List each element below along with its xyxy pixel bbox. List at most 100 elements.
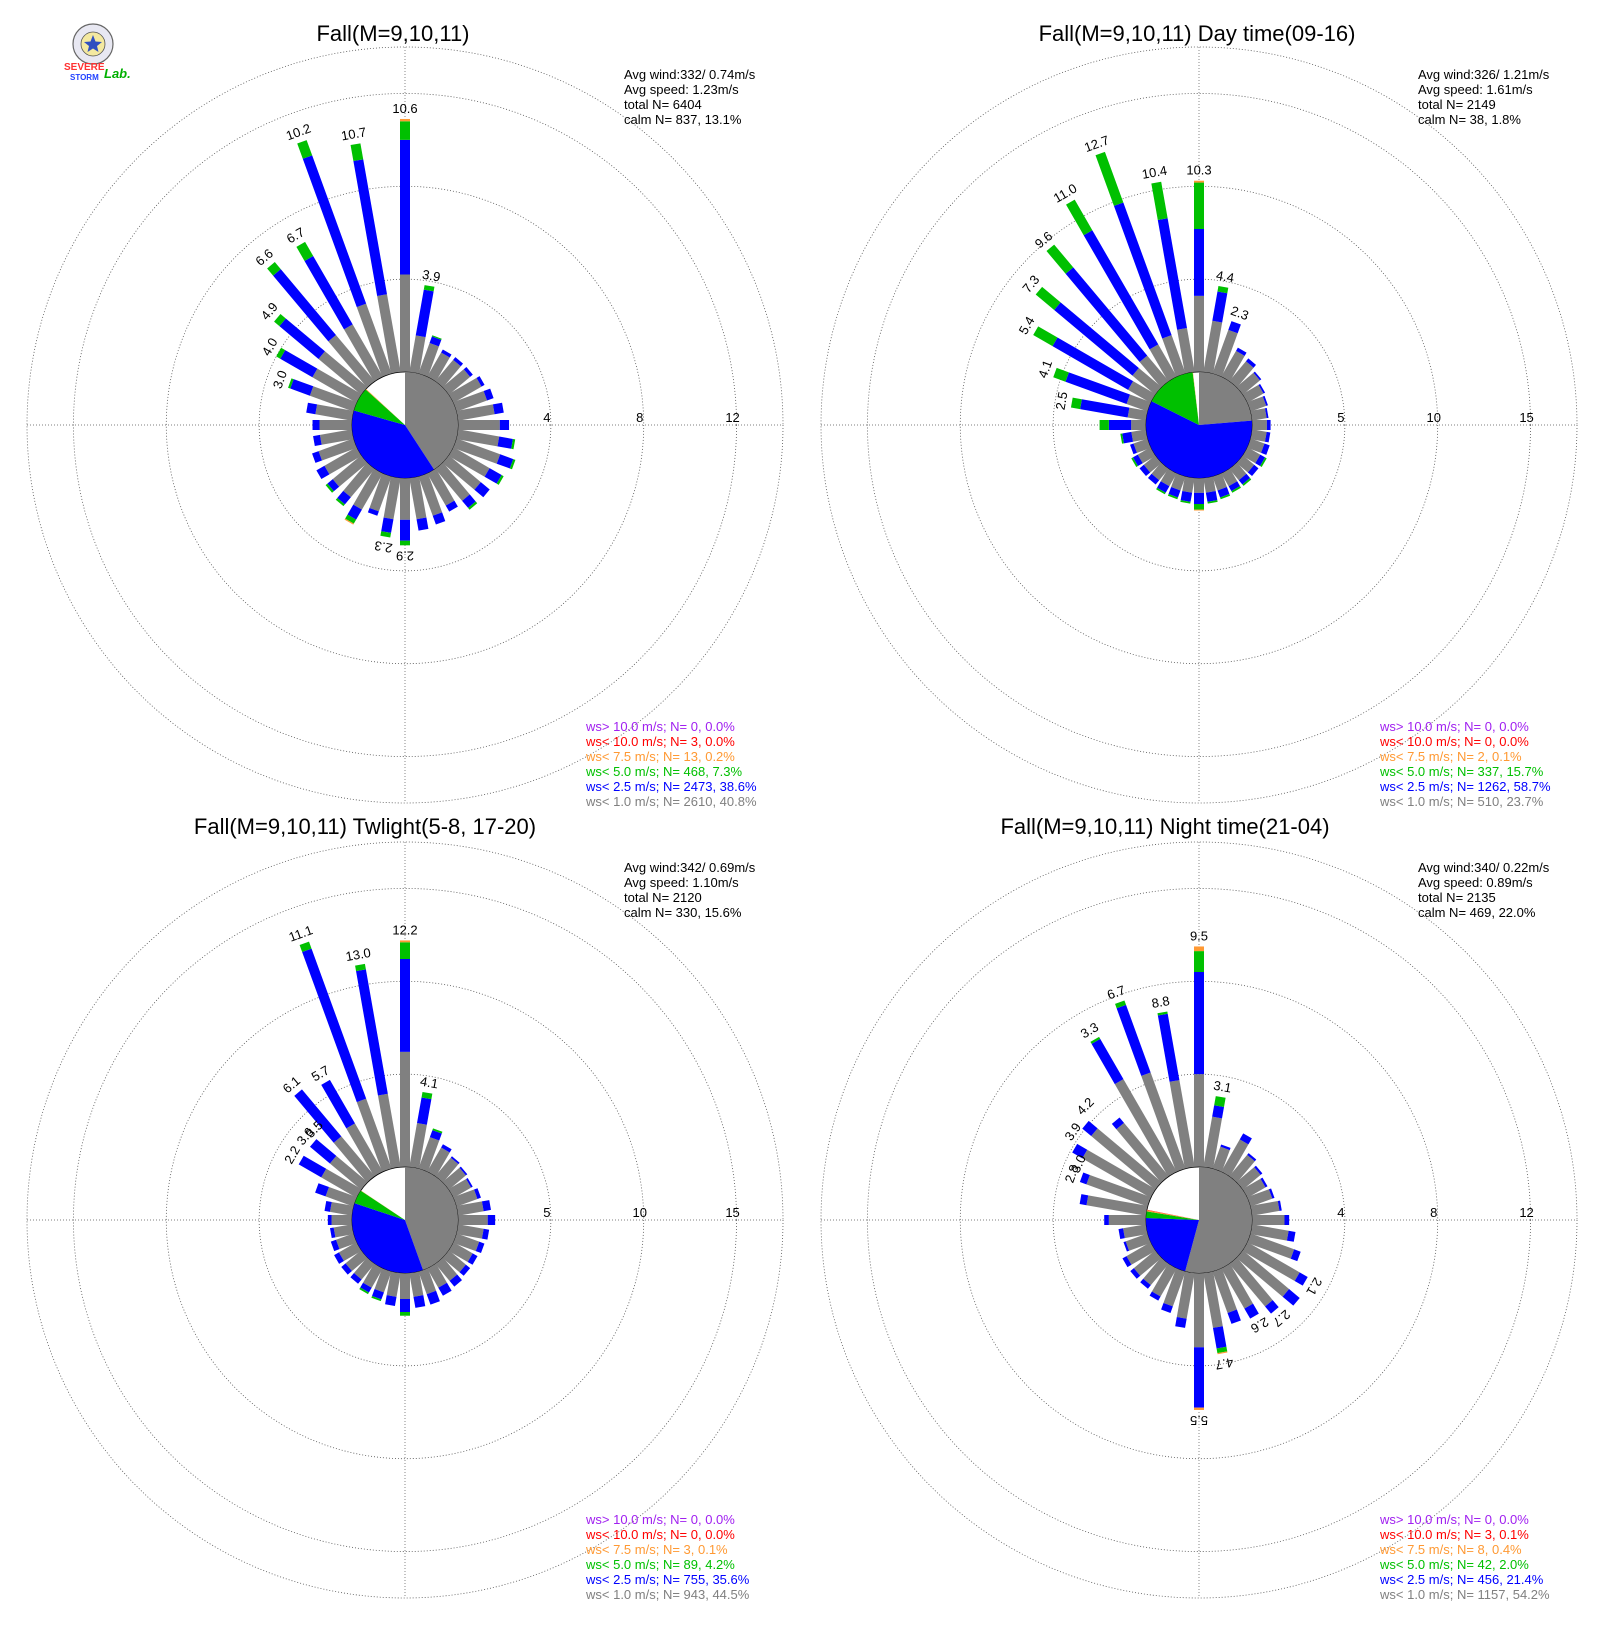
- panel-1-avg-speed: Avg speed: 1.23m/s: [624, 82, 739, 97]
- bar-segment: [409, 1271, 424, 1297]
- bar-dir-310: [1035, 286, 1162, 395]
- bar-segment: [441, 1144, 452, 1153]
- bar-segment: [299, 941, 312, 953]
- panel-3-title: Fall(M=9,10,11) Twlight(5-8, 17-20): [194, 814, 536, 839]
- bar-segment: [1116, 1004, 1151, 1076]
- bar-dir-170: [409, 476, 429, 531]
- bar-segment: [456, 1201, 484, 1216]
- bar-segment: [1131, 429, 1148, 442]
- bar-segment: [1277, 1200, 1282, 1211]
- bar-segment: [381, 517, 394, 533]
- bar-segment: [475, 1241, 485, 1253]
- bar-segment: [1203, 476, 1216, 493]
- bar-segment: [347, 504, 362, 520]
- panel-2-legend-lt1: ws< 1.0 m/s; N= 510, 23.7%: [1379, 794, 1544, 809]
- bar-dir-170: [1203, 1271, 1228, 1355]
- bar-segment: [1214, 1096, 1226, 1107]
- bar-segment: [435, 462, 470, 501]
- bar-dir-220: [1147, 462, 1169, 485]
- bar-segment: [1203, 1116, 1222, 1169]
- bar-segment: [409, 476, 427, 520]
- bar-dir-0: [1194, 946, 1204, 1167]
- bar-segment: [1175, 1317, 1187, 1328]
- bar-dir-310: [309, 1139, 368, 1190]
- bar-segment: [467, 1253, 478, 1265]
- bar-dir-280: [1070, 397, 1148, 421]
- bar-segment: [1242, 1178, 1266, 1198]
- bar-dir-320: [294, 1089, 375, 1183]
- bar-dir-190: [385, 1271, 401, 1306]
- bar-dir-80: [1250, 407, 1269, 421]
- bar-segment: [306, 402, 318, 415]
- bar-dir-50: [442, 1166, 468, 1190]
- bar-segment: [1266, 420, 1271, 430]
- bar-dir-230: [1130, 1250, 1162, 1279]
- bar-value-label: 10.7: [340, 124, 368, 143]
- bar-segment: [371, 1296, 382, 1302]
- bar-dir-0: [400, 118, 410, 372]
- bar-value-label: 4.4: [1215, 268, 1235, 286]
- bar-value-label: 4.7: [1214, 1355, 1234, 1373]
- bar-segment: [1141, 1072, 1186, 1172]
- bar-dir-70: [1247, 1188, 1275, 1207]
- bar-segment: [1221, 468, 1238, 487]
- calm-pie-slice: [1192, 372, 1199, 425]
- bar-segment: [325, 483, 334, 493]
- bar-dir-80: [456, 402, 504, 421]
- bar-dir-90: [1252, 1215, 1290, 1225]
- panel-1-legend: ws> 10.0 m/s; N= 0, 0.0% ws< 10.0 m/s; N…: [585, 719, 757, 809]
- bar-segment: [1095, 151, 1124, 206]
- calm-pie-slice: [1145, 401, 1252, 479]
- bar-dir-160: [418, 1268, 440, 1305]
- bar-segment: [1090, 1036, 1101, 1044]
- bar-segment: [496, 475, 504, 485]
- bar-dir-130: [442, 1250, 471, 1276]
- bar-segment: [1231, 486, 1241, 493]
- bar-segment: [334, 1252, 344, 1264]
- panel-2-title: Fall(M=9,10,11) Day time(09-16): [1039, 21, 1356, 46]
- bar-segment: [1123, 1224, 1148, 1239]
- bar-segment: [418, 342, 439, 377]
- bar-dir-110: [453, 438, 516, 470]
- bar-segment: [343, 462, 375, 498]
- bar-segment: [435, 1157, 459, 1183]
- bar-segment: [429, 336, 442, 347]
- bar-segment: [280, 350, 318, 378]
- bar-segment: [1157, 481, 1170, 493]
- bar-segment: [474, 482, 490, 498]
- bar-segment: [511, 438, 516, 450]
- bar-dir-340: [1095, 151, 1186, 377]
- bar-segment: [338, 1242, 362, 1262]
- bar-segment: [1139, 464, 1151, 477]
- bar-segment: [438, 1282, 452, 1296]
- bar-segment: [309, 1139, 337, 1164]
- bar-segment: [1126, 394, 1151, 412]
- bar-segment: [481, 1228, 490, 1240]
- bar-dir-230: [325, 455, 368, 493]
- bar-dir-260: [1118, 1224, 1148, 1239]
- outer-ring: [26, 46, 784, 804]
- wind-rose-panel-4: Fall(M=9,10,11) Night time(21-04) Avg wi…: [820, 814, 1578, 1602]
- bar-dir-250: [312, 438, 357, 463]
- bar-segment: [324, 447, 362, 475]
- bar-segment: [1168, 487, 1181, 498]
- bar-dir-200: [1161, 1268, 1186, 1313]
- bar-dir-320: [1111, 1117, 1169, 1183]
- bar-segment: [309, 386, 357, 412]
- bar-segment: [442, 1167, 466, 1190]
- bar-dir-330: [321, 1079, 383, 1177]
- bar-segment: [431, 335, 442, 340]
- bar-segment: [380, 531, 392, 538]
- bar-segment: [427, 352, 450, 382]
- bar-dir-170: [1203, 476, 1218, 504]
- bar-segment: [296, 241, 314, 261]
- bar-segment: [400, 1051, 410, 1167]
- panel-4-title: Fall(M=9,10,11) Night time(21-04): [1000, 814, 1329, 839]
- panel-2-total-n: total N= 2149: [1418, 97, 1496, 112]
- bar-value-label: 11.1: [287, 922, 315, 944]
- bar-dir-290: [1079, 1172, 1151, 1207]
- bar-segment: [1255, 454, 1266, 467]
- bar-segment: [1066, 199, 1093, 236]
- bar-dir-10: [409, 285, 435, 374]
- bar-segment: [409, 335, 426, 374]
